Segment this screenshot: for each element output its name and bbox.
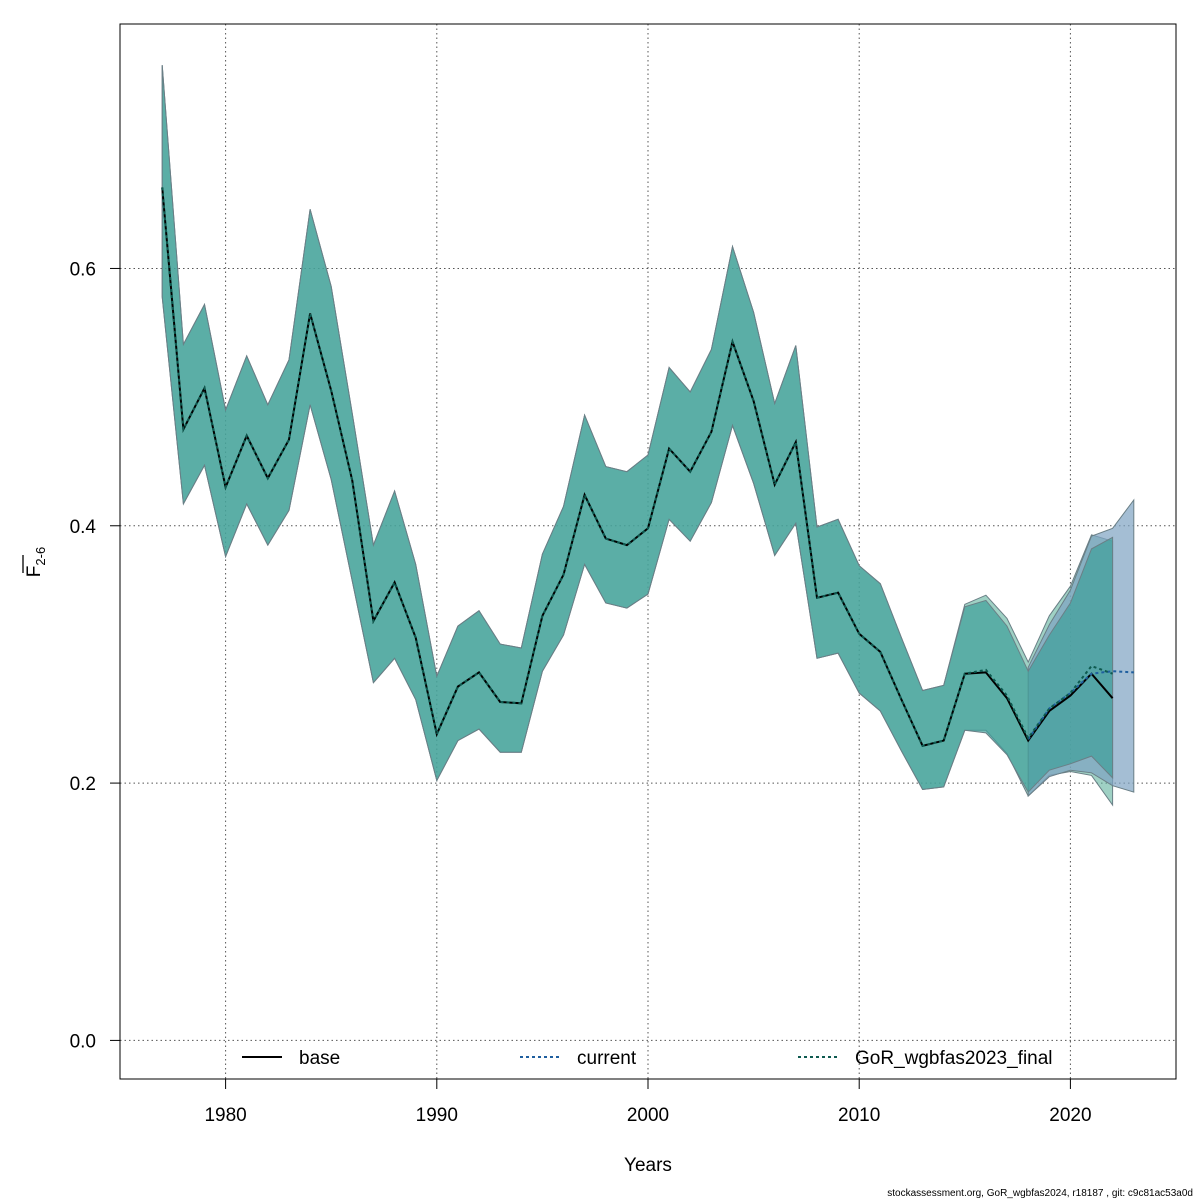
y-axis-label: F2-6 [22,547,48,577]
y-tick-label-0.6: 0.6 [70,259,96,280]
y-tick-label-0.4: 0.4 [70,517,97,538]
legend-label-current: current [577,1048,637,1069]
band-base [161,65,1114,793]
confidence-bands [161,65,1135,807]
x-tick-label-1990: 1990 [416,1105,458,1126]
series-lines [161,187,1134,747]
legend: base current GoR_wgbfas2023_final [242,1048,1053,1069]
axes: 1980 1990 2000 2010 2020 0.0 0.2 0.4 0.6 [70,259,1092,1126]
x-tick-label-2010: 2010 [838,1105,880,1126]
x-tick-label-2000: 2000 [627,1105,669,1126]
legend-label-gor-wgbfas2023-final: GoR_wgbfas2023_final [855,1048,1053,1069]
line-current [1027,670,1134,740]
y-tick-label-0.0: 0.0 [70,1031,96,1052]
y-tick-label-0.2: 0.2 [70,774,96,795]
legend-label-base: base [299,1048,340,1069]
y-axis-label-text: F2-6 [24,547,48,577]
x-tick-label-2020: 2020 [1049,1105,1091,1126]
x-tick-label-1980: 1980 [204,1105,246,1126]
y-axis-label-subscript: 2-6 [33,547,48,566]
x-axis-label: Years [624,1155,672,1176]
y-axis-label-main: F [24,566,45,578]
line-base [161,187,1114,747]
footer-credit: stockassessment.org, GoR_wgbfas2024, r18… [887,1188,1193,1199]
